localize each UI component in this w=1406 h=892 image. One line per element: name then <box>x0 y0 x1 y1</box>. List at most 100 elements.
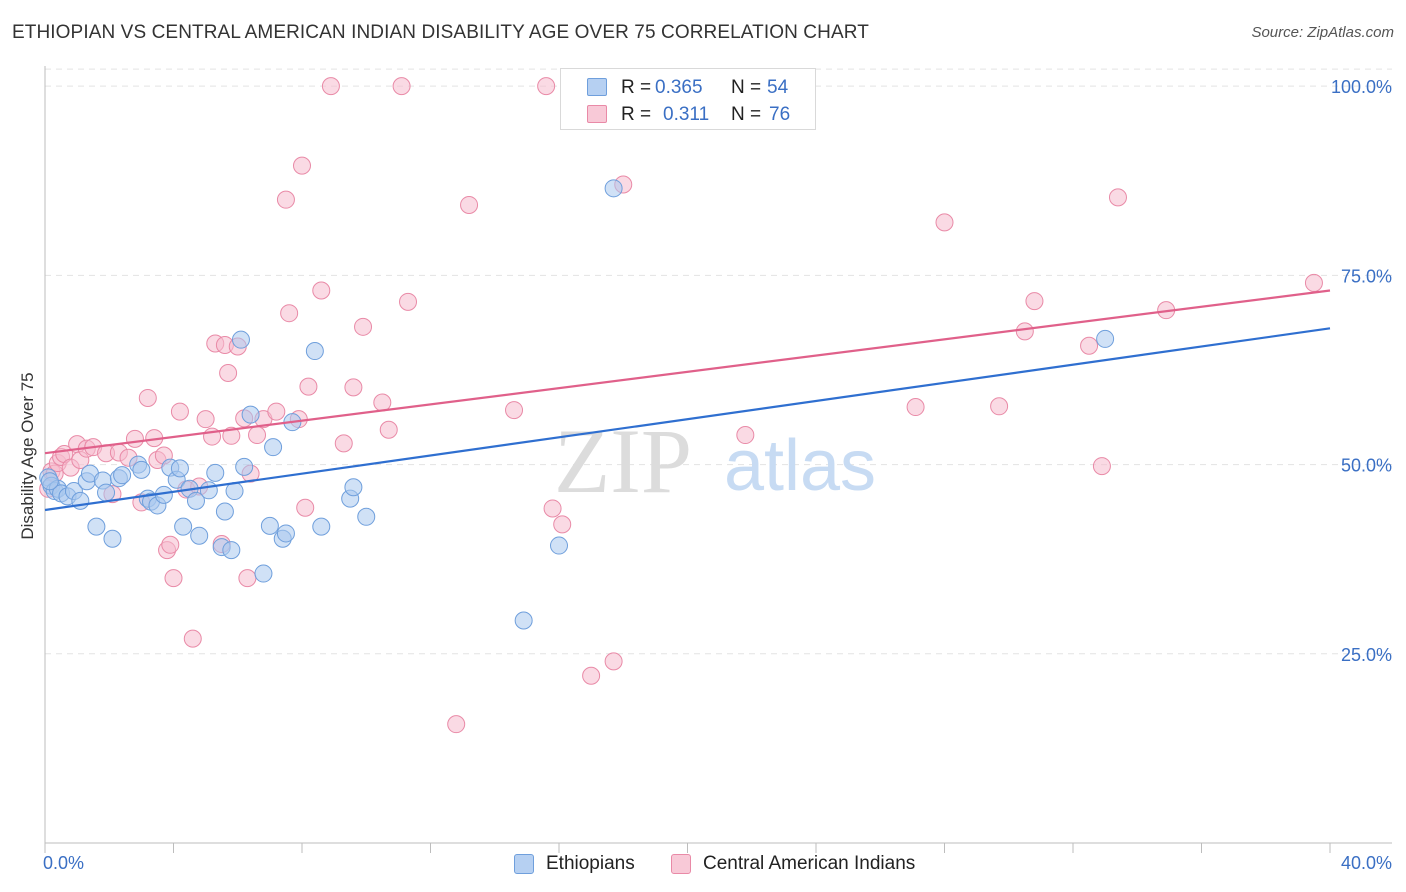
data-point-central-american-indians <box>138 388 157 407</box>
data-point-central-american-indians <box>334 434 353 453</box>
data-point-central-american-indians <box>293 156 311 175</box>
data-point-central-american-indians <box>248 426 267 445</box>
data-point-ethiopians <box>186 491 205 510</box>
source-credit: Source: ZipAtlas.com <box>1251 24 1394 41</box>
legend-r-label: R = <box>621 77 652 98</box>
data-point-ethiopians <box>235 457 254 476</box>
data-point-central-american-indians <box>219 363 238 382</box>
data-point-ethiopians <box>344 478 363 497</box>
data-point-central-american-indians <box>373 393 392 412</box>
data-point-central-american-indians <box>1304 273 1323 292</box>
legend-swatch-central-american-indians <box>587 105 607 123</box>
data-point-central-american-indians <box>460 195 479 214</box>
data-point-central-american-indians <box>312 281 331 300</box>
y-tick-label: 75.0% <box>1341 266 1392 286</box>
data-point-central-american-indians <box>935 213 954 232</box>
data-point-central-american-indians <box>170 402 189 421</box>
series-ethiopians <box>39 179 1115 630</box>
data-point-central-american-indians <box>196 410 215 429</box>
data-point-ethiopians <box>87 517 106 536</box>
data-point-ethiopians <box>1096 329 1115 348</box>
data-point-central-american-indians <box>321 77 340 96</box>
data-point-ethiopians <box>514 611 533 630</box>
data-point-ethiopians <box>215 502 234 521</box>
data-point-ethiopians <box>312 517 331 536</box>
tick-labels: 25.0% 50.0% 75.0% 100.0% 0.0% 40.0% <box>43 77 1392 873</box>
data-point-central-american-indians <box>447 715 466 734</box>
data-point-central-american-indians <box>238 569 257 588</box>
data-point-central-american-indians <box>267 402 286 421</box>
data-point-central-american-indians <box>299 377 318 396</box>
data-point-central-american-indians <box>1092 457 1111 476</box>
data-point-ethiopians <box>550 536 568 555</box>
data-point-ethiopians <box>170 459 189 478</box>
data-point-central-american-indians <box>1080 336 1099 355</box>
data-point-central-american-indians <box>1108 188 1127 207</box>
data-point-central-american-indians <box>125 429 144 448</box>
data-point-central-american-indians <box>392 77 411 96</box>
data-point-ethiopians <box>132 460 151 479</box>
data-point-central-american-indians <box>222 426 241 445</box>
data-point-ethiopians <box>241 405 260 424</box>
data-point-ethiopians <box>305 342 324 361</box>
data-point-central-american-indians <box>990 397 1009 416</box>
data-point-central-american-indians <box>399 292 418 311</box>
data-point-central-american-indians <box>1025 292 1044 311</box>
data-point-ethiopians <box>199 481 218 500</box>
data-point-central-american-indians <box>164 569 183 588</box>
data-point-central-american-indians <box>296 498 315 517</box>
data-point-central-american-indians <box>379 420 398 439</box>
data-point-ethiopians <box>231 330 250 349</box>
data-point-central-american-indians <box>582 666 601 685</box>
watermark-zip: ZIP <box>554 410 692 512</box>
legend-r-value-central-american-indians: 0.311 <box>663 104 710 125</box>
data-point-central-american-indians <box>537 77 556 96</box>
legend-n-value-central-american-indians: 76 <box>769 104 791 125</box>
x-tick-label: 40.0% <box>1341 853 1392 873</box>
data-point-ethiopians <box>260 516 279 535</box>
data-point-central-american-indians <box>505 401 524 420</box>
trend-line-ethiopians <box>44 327 1331 512</box>
data-point-ethiopians <box>357 507 376 526</box>
y-tick-label: 25.0% <box>1341 645 1392 665</box>
correlation-legend: R = 0.365 N = 54 R = 0.311 N = 76 <box>560 68 816 130</box>
series-central-american-indians <box>39 77 1323 734</box>
y-tick-label: 100.0% <box>1331 77 1392 97</box>
data-point-ethiopians <box>103 529 122 548</box>
data-point-central-american-indians <box>906 398 925 417</box>
legend-n-value-ethiopians: 54 <box>767 77 789 98</box>
data-point-ethiopians <box>206 463 225 482</box>
data-point-central-american-indians <box>543 499 562 518</box>
trend-line-central-american-indians <box>44 289 1331 455</box>
data-point-ethiopians <box>40 472 59 491</box>
data-point-central-american-indians <box>276 190 295 209</box>
bottom-legend-label-central-american-indians: Central American Indians <box>703 853 916 874</box>
legend-r-label: R = <box>621 104 652 125</box>
bottom-legend-swatch-central-american-indians <box>671 854 691 874</box>
data-point-central-american-indians <box>183 629 202 648</box>
watermark: ZIP atlas <box>554 410 876 512</box>
chart-title: ETHIOPIAN VS CENTRAL AMERICAN INDIAN DIS… <box>12 22 869 43</box>
data-point-central-american-indians <box>604 652 623 671</box>
data-point-central-american-indians <box>736 426 755 445</box>
legend-n-label: N = <box>731 104 762 125</box>
legend-swatch-ethiopians <box>587 78 607 96</box>
axes <box>44 66 1392 853</box>
bottom-legend-swatch-ethiopians <box>514 854 534 874</box>
data-point-ethiopians <box>174 517 193 536</box>
data-point-ethiopians <box>97 483 116 502</box>
data-point-ethiopians <box>264 438 283 457</box>
data-point-central-american-indians <box>1015 322 1034 341</box>
x-tick-label: 0.0% <box>43 853 84 873</box>
data-point-central-american-indians <box>280 304 299 323</box>
data-point-central-american-indians <box>161 535 180 554</box>
data-point-ethiopians <box>113 466 132 485</box>
gridlines <box>45 68 1392 655</box>
bottom-legend-label-ethiopians: Ethiopians <box>546 853 635 874</box>
y-tick-label: 50.0% <box>1341 456 1392 476</box>
legend-n-label: N = <box>731 77 762 98</box>
data-point-central-american-indians <box>344 378 363 397</box>
data-point-central-american-indians <box>553 515 572 534</box>
data-point-ethiopians <box>604 179 623 198</box>
